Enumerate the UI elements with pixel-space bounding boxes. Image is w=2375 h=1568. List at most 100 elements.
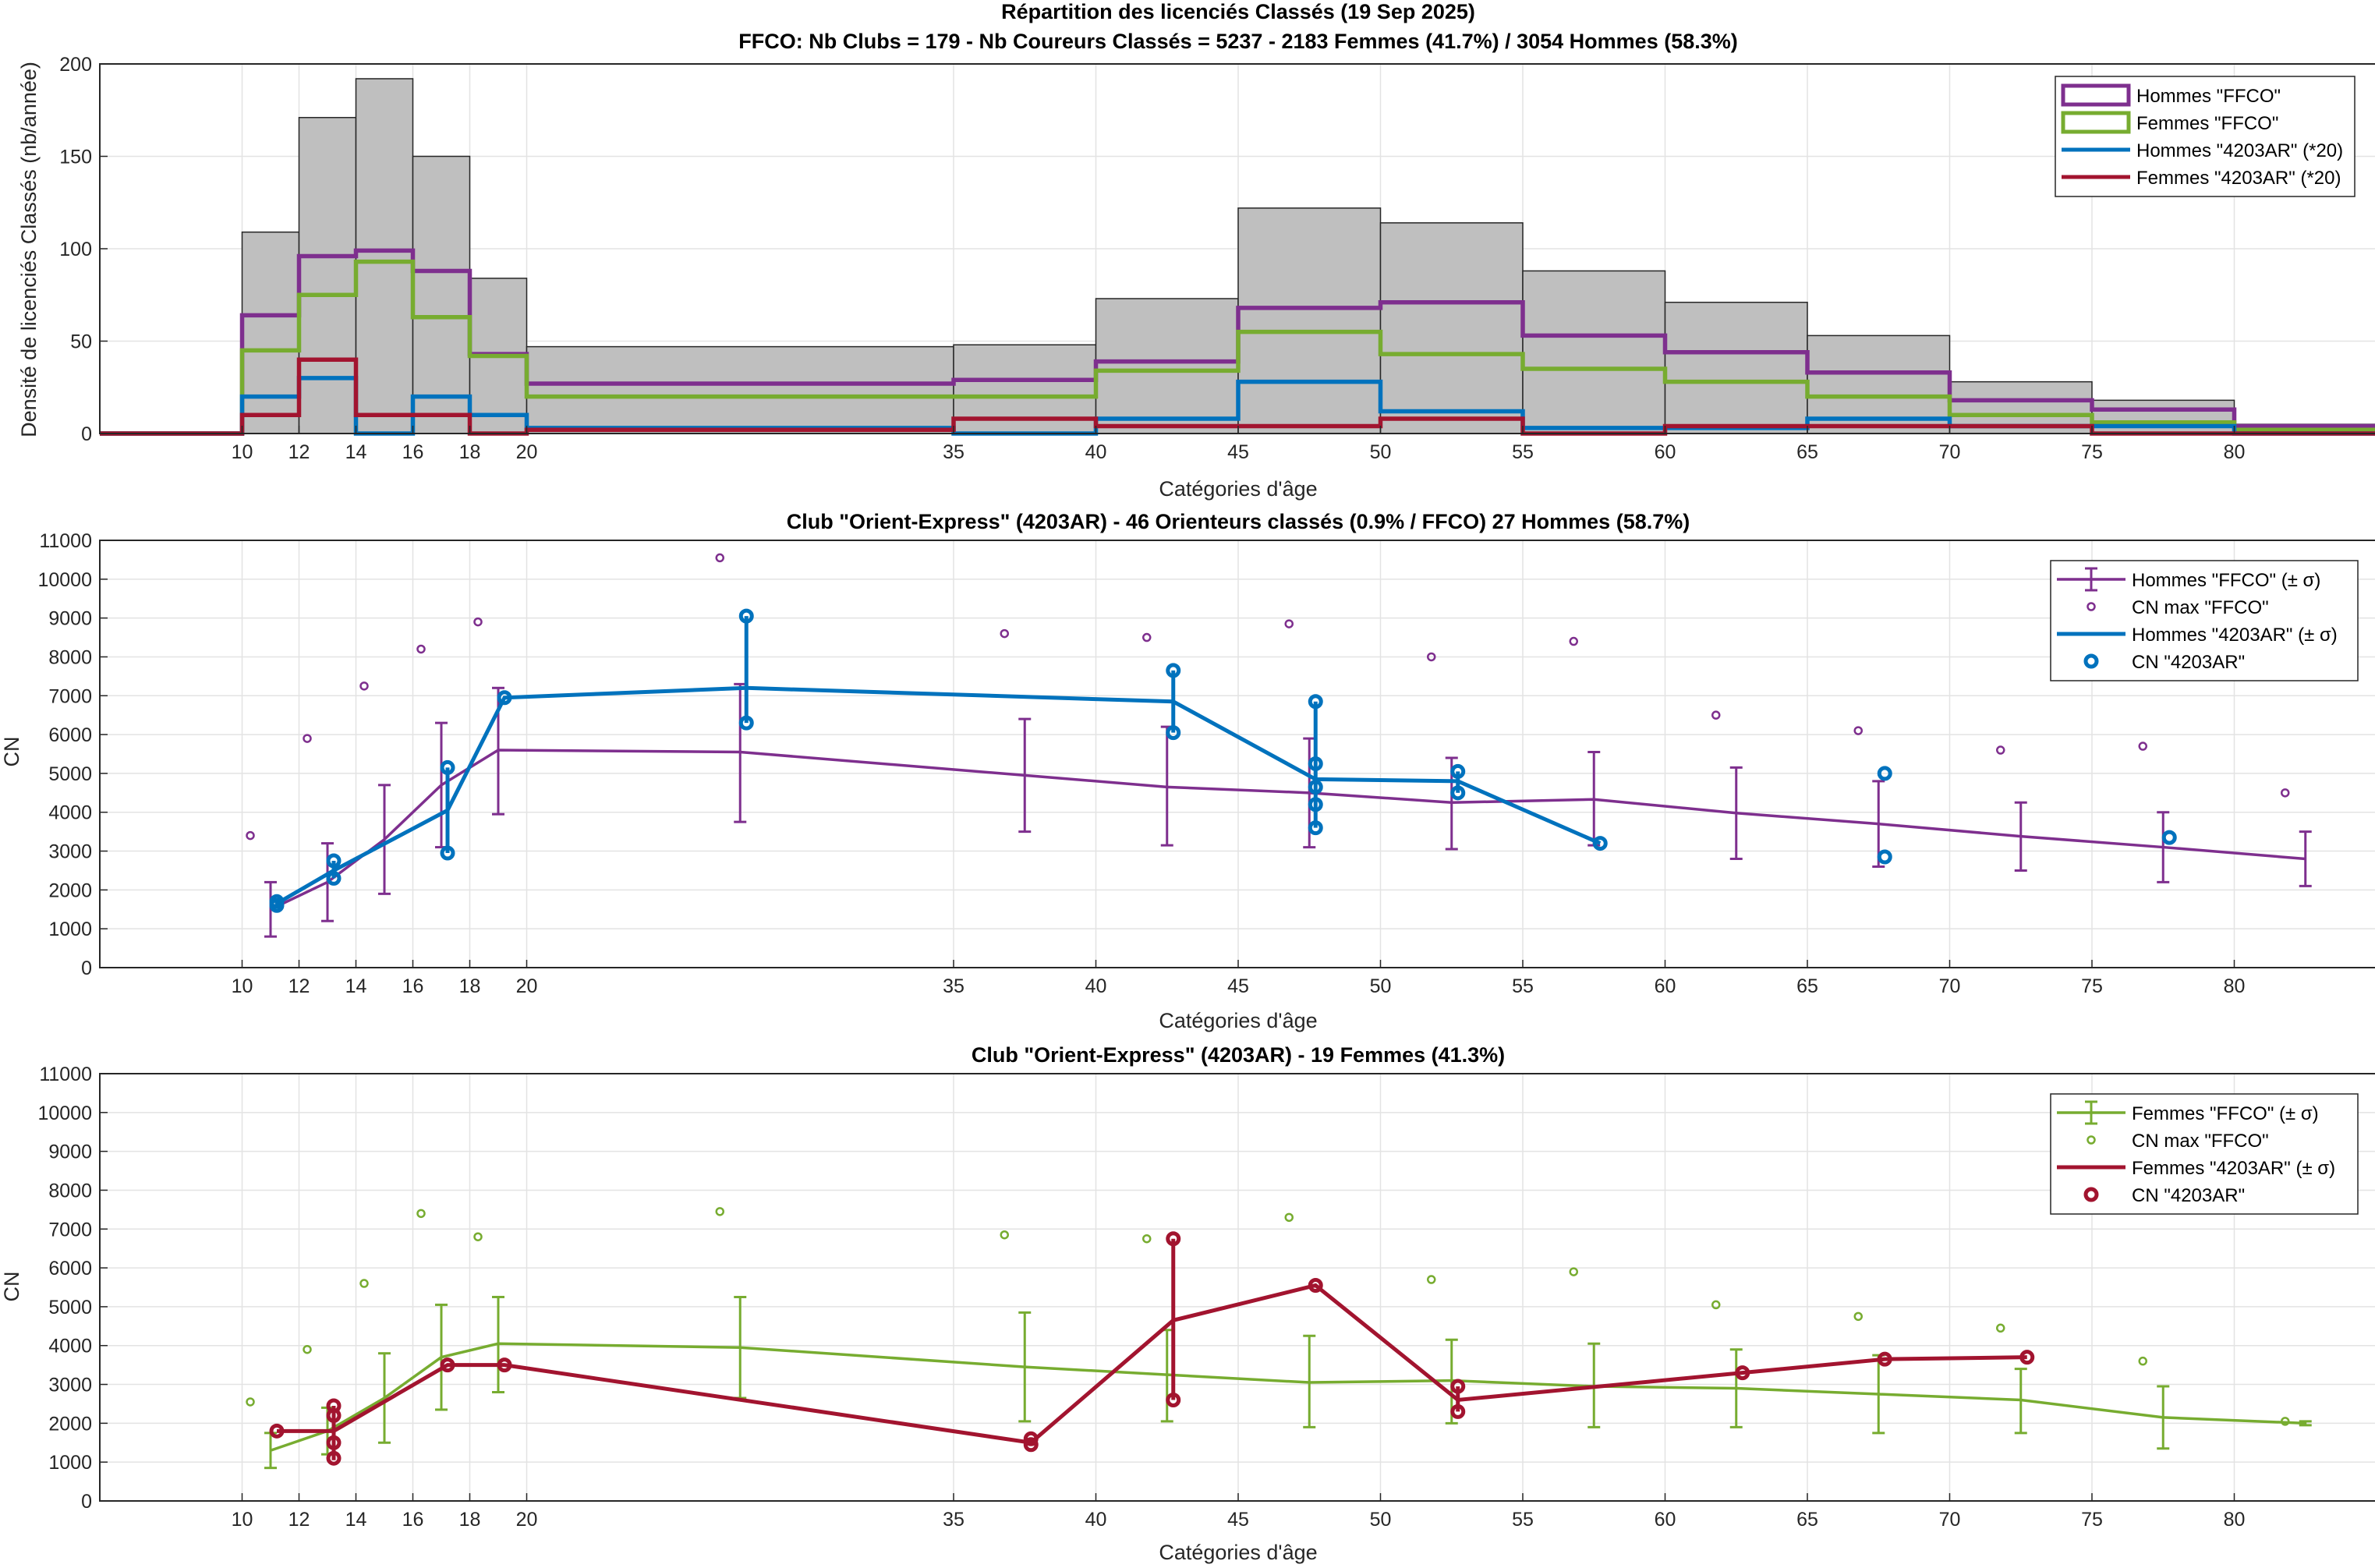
femmes-tick-labels: 10 12 14 16 18 20 35 40 45 50 55 60 65 70 75 80 0 1000 200… [37,1064,2245,1531]
cn-max-marker [1996,1323,2005,1333]
club-runner-marker [269,1423,285,1439]
y-tick-label: 11000 [39,1064,92,1085]
hommes-cn-panel: Club "Orient-Express" (4203AR) - 46 Orie… [0,510,2375,1032]
x-tick-label: 14 [345,441,367,463]
cn-max-marker [359,681,369,691]
y-tick-label: 4000 [48,802,92,824]
femmes-cn-panel: Club "Orient-Express" (4203AR) - 19 Femm… [0,1043,2375,1564]
y-tick-label: 9000 [48,1141,92,1163]
histogram-bar [298,116,357,434]
legend-label: CN max "FFCO" [2132,1131,2269,1152]
legend-marker [2083,653,2099,669]
club-runner-marker [326,1450,342,1466]
cn-max-marker [1711,1300,1721,1310]
cn-max-marker [1996,745,2005,755]
legend-label: Femmes "4203AR" (± σ) [2132,1158,2335,1179]
histogram-step-series [100,357,2375,436]
legend-label: CN "4203AR" [2132,652,2245,673]
club-runner-marker [440,845,455,861]
legend-swatch [2061,111,2131,134]
club-mean-line [277,1283,2027,1445]
x-tick-label: 50 [1370,441,1392,463]
cn-max-marker [416,644,426,654]
legend-label: Hommes "4203AR" (± σ) [2132,625,2338,646]
x-tick-label: 45 [1227,975,1249,997]
club-runner-marker [1450,785,1466,801]
y-tick-label: 10000 [37,1103,92,1124]
x-tick-label: 80 [2224,1509,2246,1531]
femmes-plot-area [246,1207,2312,1470]
legend-marker [2087,602,2096,611]
ffco-mean-line [270,749,2306,911]
club-runner-marker [440,1357,455,1373]
femmes-panel-title: Club "Orient-Express" (4203AR) - 19 Femm… [972,1043,1505,1067]
histogram-bar [1095,298,1239,434]
club-runner-marker [326,870,342,886]
club-runner-marker [1308,694,1323,710]
femmes-ylabel: CN [0,1272,23,1302]
y-tick-label: 9000 [48,608,92,630]
x-tick-label: 20 [516,975,538,997]
histogram-bar [1379,222,1524,434]
y-tick-label: 6000 [48,1258,92,1280]
legend-label: Hommes "4203AR" (*20) [2136,140,2343,161]
y-tick-label: 8000 [48,1180,92,1202]
cn-max-marker [2138,742,2147,751]
x-tick-label: 75 [2081,441,2103,463]
cn-max-marker [2281,1417,2290,1426]
legend-label: Femmes "4203AR" (*20) [2136,168,2341,189]
x-tick-label: 75 [2081,975,2103,997]
y-tick-label: 4000 [48,1336,92,1357]
hommes-grid [100,540,2375,968]
x-tick-label: 12 [288,1509,310,1531]
hommes-plot-area [246,553,2312,938]
histogram-panel: Répartition des licenciés Classés (19 Se… [17,0,2375,501]
x-tick-label: 12 [288,975,310,997]
x-tick-label: 20 [516,441,538,463]
y-tick-label: 200 [59,54,92,76]
x-tick-label: 50 [1370,1509,1392,1531]
femmes-grid [100,1073,2375,1502]
cn-max-marker [473,617,483,627]
club-runner-marker [1877,766,1892,781]
cn-max-marker [359,1279,369,1288]
x-tick-label: 35 [943,1509,965,1531]
cn-max-marker [1142,632,1152,642]
histogram-bar [2091,399,2235,434]
y-tick-label: 0 [81,423,92,445]
femmes-legend: Femmes "FFCO" (± σ) CN max "FFCO" Femmes "… [2050,1093,2359,1215]
y-tick-label: 5000 [48,763,92,785]
x-tick-label: 70 [1939,975,1961,997]
histogram-bar [412,155,471,434]
club-runner-marker [1308,797,1323,812]
y-tick-label: 8000 [48,646,92,668]
cn-max-marker [1569,636,1578,646]
club-runner-marker [1877,1351,1892,1367]
y-tick-label: 2000 [48,1413,92,1435]
club-runner-marker [440,759,455,775]
x-tick-label: 18 [459,975,481,997]
x-tick-label: 10 [232,975,253,997]
legend-label: Hommes "FFCO" (± σ) [2132,570,2320,591]
cn-max-marker [416,1209,426,1219]
club-runner-marker [326,853,342,869]
x-tick-label: 55 [1512,1509,1534,1531]
cn-max-marker [1284,619,1294,628]
club-mean-line [275,685,1602,905]
club-runner-marker [1450,1403,1466,1419]
club-runner-marker [1166,1392,1181,1407]
y-tick-label: 150 [59,147,92,168]
x-tick-label: 20 [516,1509,538,1531]
x-tick-label: 16 [402,975,424,997]
club-runner-marker [1166,663,1181,678]
club-runner-marker [1877,849,1892,865]
y-tick-label: 1000 [48,1452,92,1474]
club-runner-marker [326,1407,342,1423]
club-runner-marker [738,608,754,624]
cn-max-marker [246,830,255,841]
histogram-tick-labels: 10 12 14 16 18 20 35 40 45 50 55 60 65 70 75 80 0 50 100 15… [59,54,2245,463]
histogram-bar [1522,270,1666,434]
histogram-bar [526,345,954,434]
x-tick-label: 45 [1227,1509,1249,1531]
